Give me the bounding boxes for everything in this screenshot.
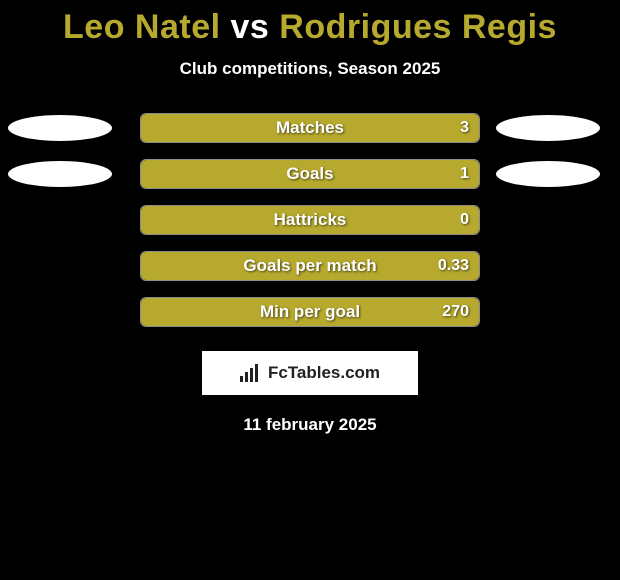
stat-label: Min per goal	[141, 298, 479, 326]
stat-value: 270	[442, 298, 469, 326]
stat-bar: Matches3	[140, 113, 480, 143]
stat-row: Goals1	[0, 159, 620, 189]
stat-row: Matches3	[0, 113, 620, 143]
stat-value: 1	[460, 160, 469, 188]
stat-rows: Matches3Goals1Hattricks0Goals per match0…	[0, 113, 620, 327]
stat-label: Hattricks	[141, 206, 479, 234]
stat-row: Hattricks0	[0, 205, 620, 235]
chart-icon	[240, 364, 262, 382]
stat-bar: Goals1	[140, 159, 480, 189]
vs-text: vs	[231, 8, 270, 46]
stat-bar: Hattricks0	[140, 205, 480, 235]
stats-card: Leo Natel vs Rodrigues Regis Club compet…	[0, 0, 620, 435]
brand-text: FcTables.com	[268, 363, 380, 383]
player2-name: Rodrigues Regis	[279, 8, 557, 46]
stat-value: 0	[460, 206, 469, 234]
stat-value: 0.33	[438, 252, 469, 280]
stat-label: Matches	[141, 114, 479, 142]
stat-row: Goals per match0.33	[0, 251, 620, 281]
subtitle: Club competitions, Season 2025	[0, 59, 620, 79]
stat-label: Goals per match	[141, 252, 479, 280]
stat-bar: Goals per match0.33	[140, 251, 480, 281]
brand-box[interactable]: FcTables.com	[202, 351, 418, 395]
stat-bar: Min per goal270	[140, 297, 480, 327]
player1-name: Leo Natel	[63, 8, 221, 46]
right-oval	[496, 115, 600, 141]
left-oval	[8, 161, 112, 187]
page-title: Leo Natel vs Rodrigues Regis	[0, 8, 620, 47]
stat-label: Goals	[141, 160, 479, 188]
left-oval	[8, 115, 112, 141]
right-oval	[496, 161, 600, 187]
stat-value: 3	[460, 114, 469, 142]
stat-row: Min per goal270	[0, 297, 620, 327]
date-text: 11 february 2025	[0, 415, 620, 435]
